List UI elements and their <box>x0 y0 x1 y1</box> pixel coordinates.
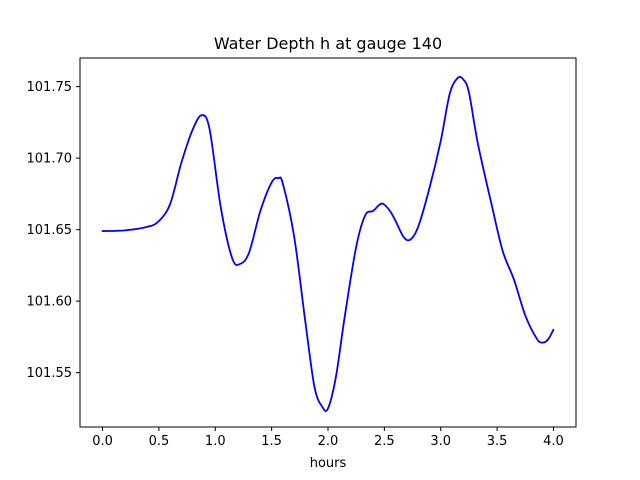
x-tick-label: 3.5 <box>487 434 508 449</box>
x-tick-label: 0.0 <box>92 434 113 449</box>
x-tick-label: 1.5 <box>261 434 282 449</box>
x-axis-label: hours <box>310 456 347 471</box>
y-tick-label: 101.60 <box>27 295 73 310</box>
x-tick-label: 1.0 <box>205 434 226 449</box>
plot-area: 0.0 0.5 1.0 1.5 2.0 2.5 3.0 3.5 4.0 101.55 101.60 1… <box>27 57 577 449</box>
x-tick-label: 2.0 <box>318 434 339 449</box>
x-tick-label: 2.5 <box>374 434 395 449</box>
x-tick-label: 4.0 <box>543 434 564 449</box>
y-tick-label: 101.75 <box>27 80 73 95</box>
x-tick-label: 0.5 <box>149 434 170 449</box>
y-tick-label: 101.65 <box>27 223 73 238</box>
chart-title: Water Depth h at gauge 140 <box>214 34 442 53</box>
x-tick-label: 3.0 <box>430 434 451 449</box>
y-tick-label: 101.70 <box>27 152 73 167</box>
y-tick-label: 101.55 <box>27 366 73 381</box>
series-line-0 <box>101 75 555 412</box>
